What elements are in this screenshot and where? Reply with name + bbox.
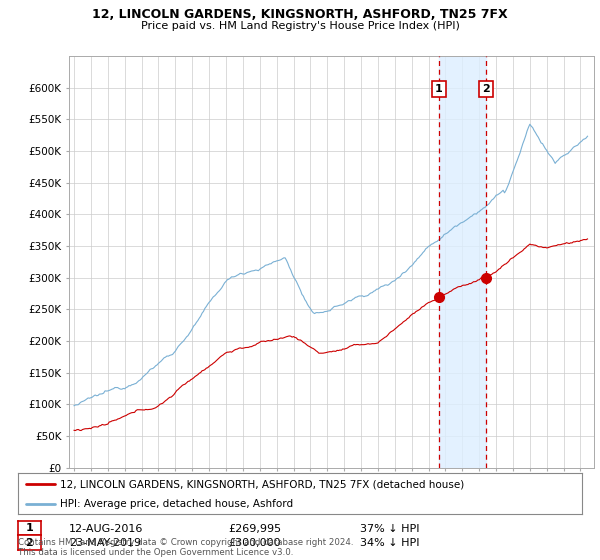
Text: 12, LINCOLN GARDENS, KINGSNORTH, ASHFORD, TN25 7FX: 12, LINCOLN GARDENS, KINGSNORTH, ASHFORD… [92,8,508,21]
Text: 2: 2 [26,538,33,548]
Text: 37% ↓ HPI: 37% ↓ HPI [360,524,419,534]
Text: 1: 1 [26,523,33,533]
Text: 1: 1 [435,84,443,94]
Bar [439,56,486,468]
Text: HPI: Average price, detached house, Ashford: HPI: Average price, detached house, Ashf… [60,500,293,509]
Text: £300,000: £300,000 [228,538,281,548]
Text: Contains HM Land Registry data © Crown copyright and database right 2024.
This d: Contains HM Land Registry data © Crown c… [18,538,353,557]
Text: 34% ↓ HPI: 34% ↓ HPI [360,538,419,548]
Text: 12-AUG-2016: 12-AUG-2016 [69,524,143,534]
Text: 2: 2 [482,84,490,94]
Text: £269,995: £269,995 [228,524,281,534]
Text: 23-MAY-2019: 23-MAY-2019 [69,538,141,548]
Text: 12, LINCOLN GARDENS, KINGSNORTH, ASHFORD, TN25 7FX (detached house): 12, LINCOLN GARDENS, KINGSNORTH, ASHFORD… [60,479,464,489]
Text: Price paid vs. HM Land Registry's House Price Index (HPI): Price paid vs. HM Land Registry's House … [140,21,460,31]
